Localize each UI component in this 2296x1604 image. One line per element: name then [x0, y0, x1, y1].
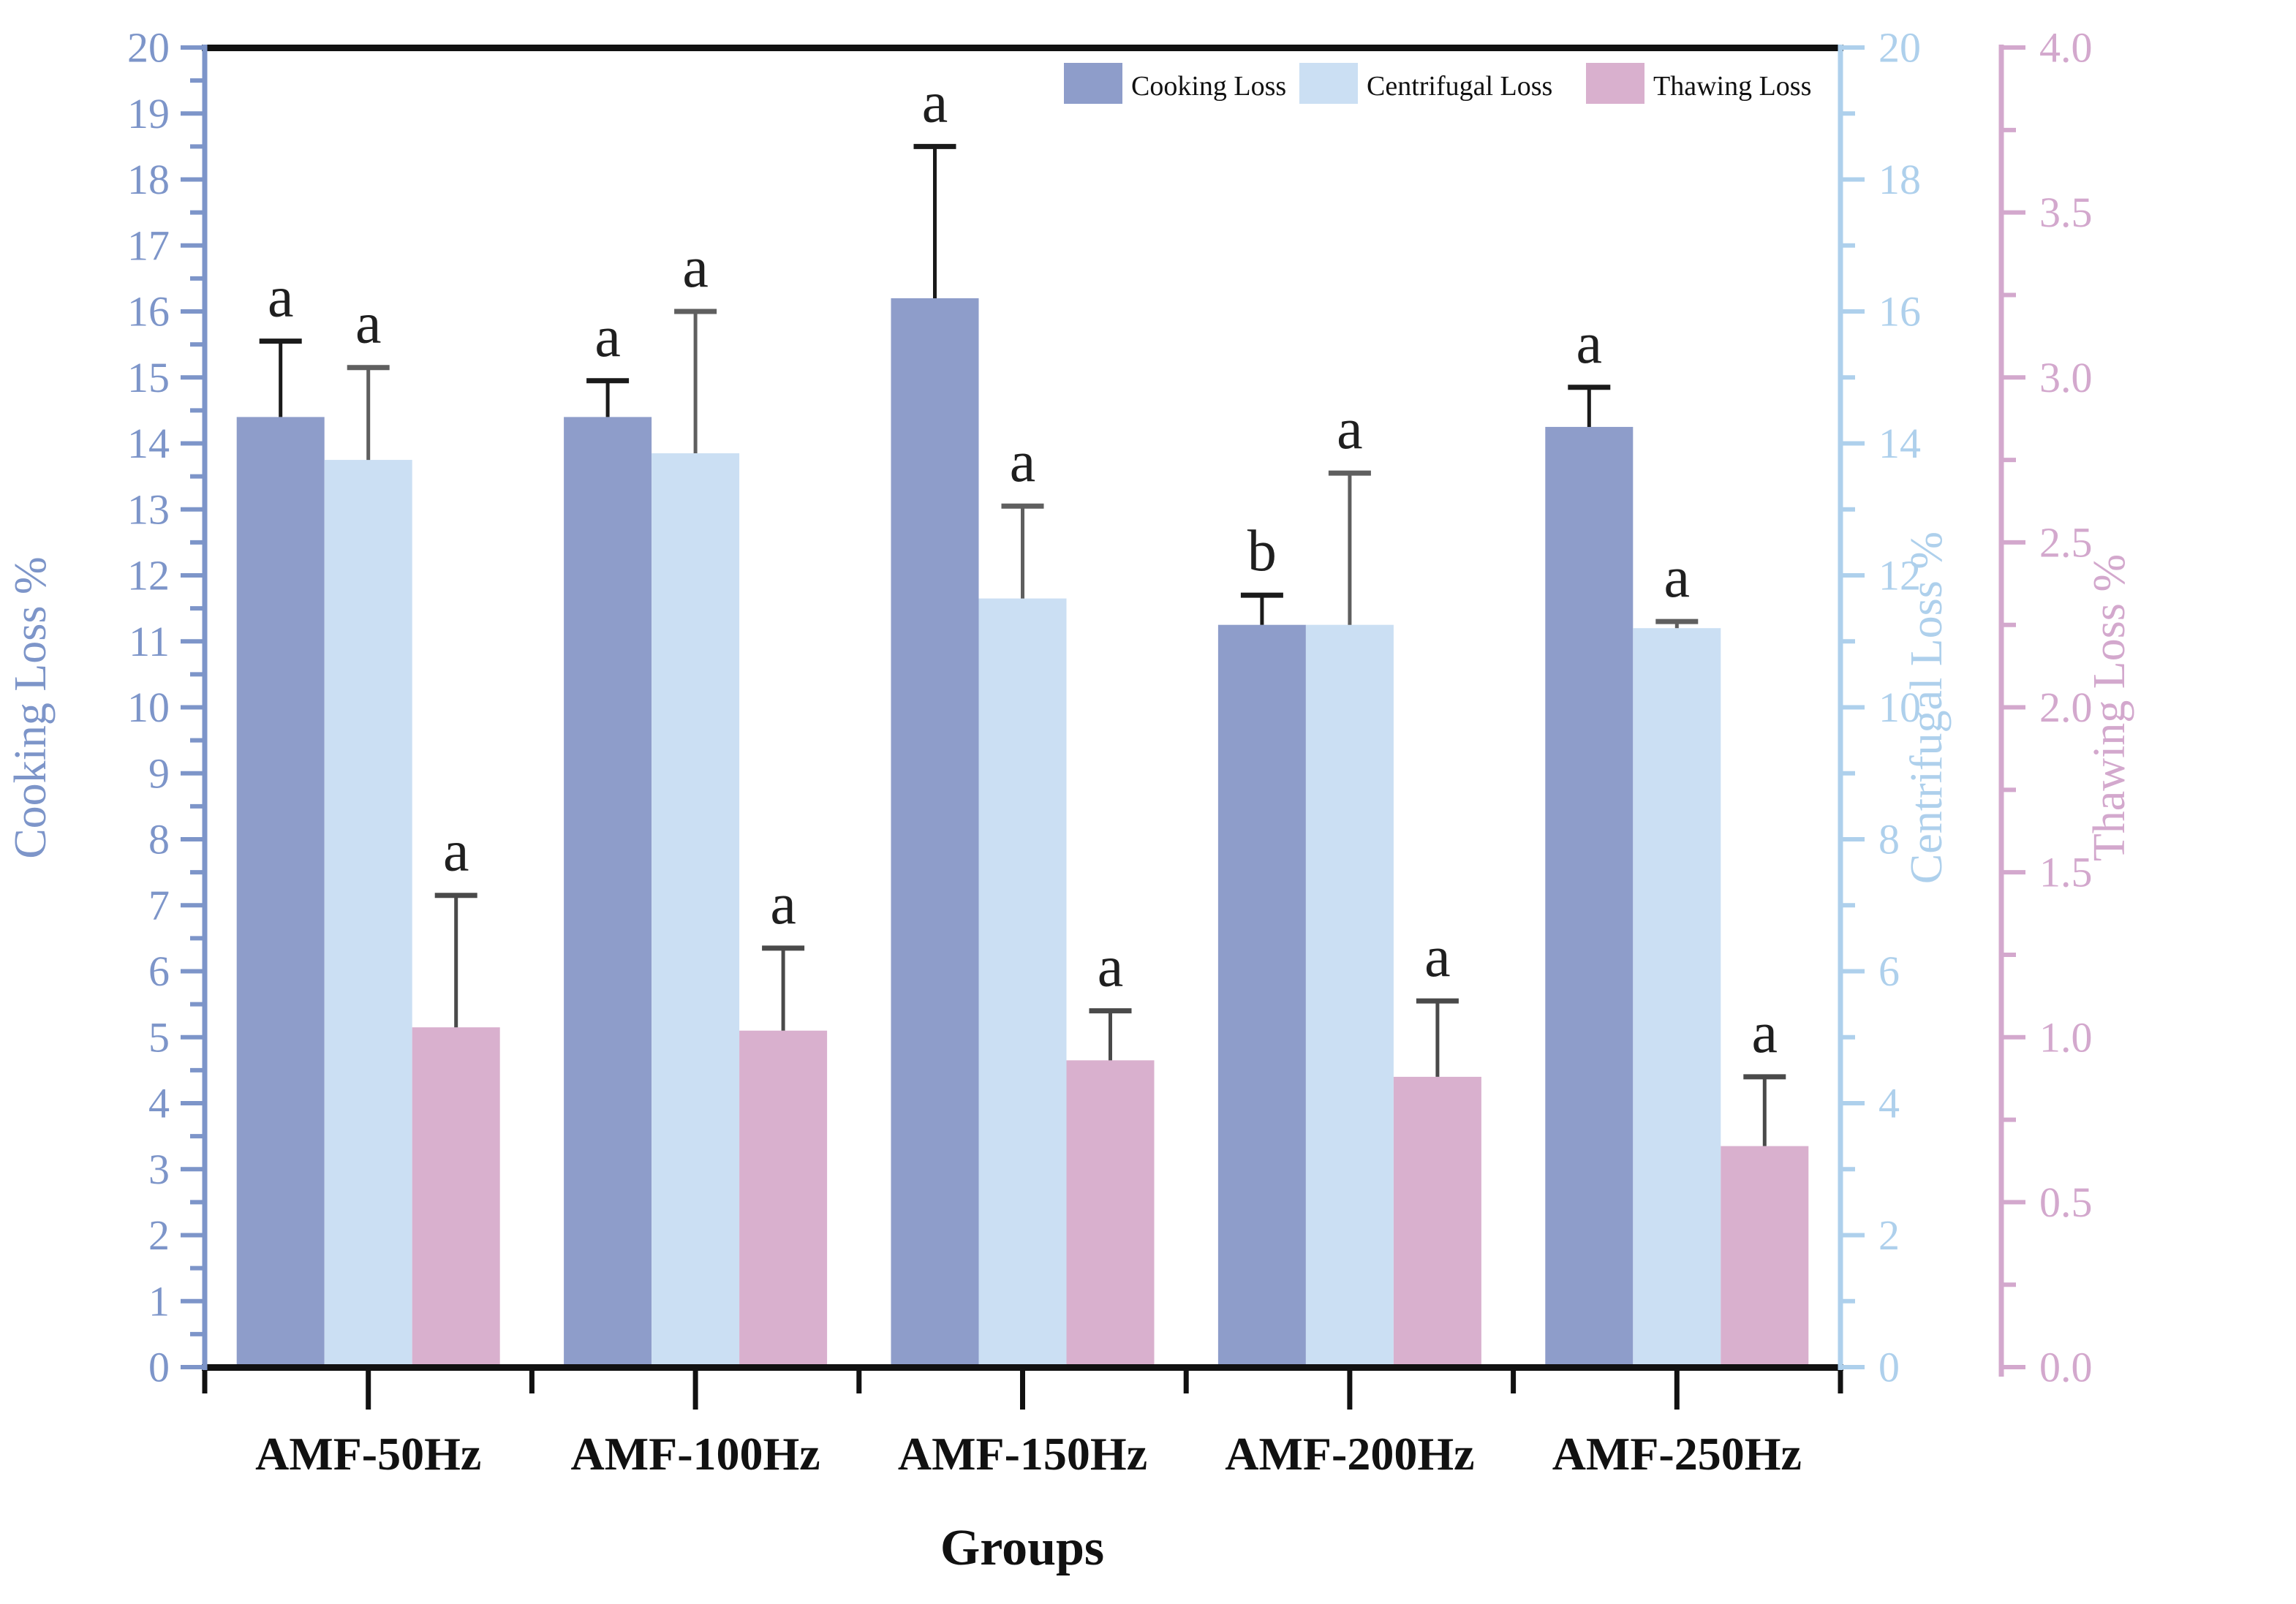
right-outer-axis-tick-label: 1.5 — [2039, 849, 2093, 896]
sig-letter: a — [1576, 311, 1603, 376]
x-axis-title: Groups — [940, 1520, 1104, 1576]
left-axis-tick-label: 20 — [127, 24, 170, 72]
left-axis-tick-label: 9 — [148, 749, 170, 797]
right-inner-axis-tick-label: 14 — [1878, 420, 1921, 467]
right-inner-axis-tick-label: 8 — [1878, 816, 1900, 863]
right-inner-axis-tick-label: 2 — [1878, 1211, 1900, 1259]
left-axis-tick-label: 10 — [127, 684, 170, 731]
sig-letter: a — [1010, 430, 1036, 494]
right-inner-axis-spine — [1838, 45, 1843, 1377]
bar-centrifugal-loss-amf-50hz — [324, 460, 412, 1364]
x-category-label: AMF-100Hz — [570, 1428, 820, 1480]
left-axis-tick-label: 16 — [127, 288, 170, 336]
legend-swatch-thawing-loss — [1586, 63, 1644, 104]
left-axis-tick-label: 2 — [148, 1211, 170, 1259]
right-inner-axis-tick-label: 10 — [1878, 684, 1921, 731]
right-inner-axis-tick-label: 4 — [1878, 1080, 1900, 1127]
sig-letter: a — [922, 70, 948, 135]
sig-letter: a — [1664, 545, 1691, 610]
legend-label-cooking-loss: Cooking Loss — [1131, 71, 1286, 102]
right-inner-axis-tick-label: 0 — [1878, 1344, 1900, 1391]
left-axis-tick-label: 3 — [148, 1146, 170, 1193]
left-axis-spine — [202, 45, 208, 1377]
sig-letter: b — [1247, 519, 1277, 583]
right-inner-axis-tick-label: 6 — [1878, 947, 1900, 995]
sig-letter: a — [1337, 397, 1363, 461]
right-outer-axis-tick-label: 2.5 — [2039, 518, 2093, 566]
sig-letter: a — [268, 265, 294, 330]
right-outer-axis-tick-label: 3.0 — [2039, 354, 2093, 401]
left-axis-tick-label: 4 — [148, 1080, 170, 1127]
bar-cooking-loss-amf-250hz — [1545, 426, 1634, 1364]
sig-letter: a — [1752, 1001, 1778, 1065]
x-category-label: AMF-200Hz — [1225, 1428, 1474, 1480]
left-axis-tick-label: 18 — [127, 156, 170, 203]
right-inner-axis-title: Centrifugal Loss % — [1902, 531, 1952, 884]
left-axis-tick-label: 15 — [127, 354, 170, 401]
legend-swatch-cooking-loss — [1064, 63, 1122, 104]
x-category-label: AMF-150Hz — [898, 1428, 1147, 1480]
bar-cooking-loss-amf-50hz — [236, 417, 325, 1364]
sig-letter: a — [682, 235, 709, 300]
bar-centrifugal-loss-amf-200hz — [1305, 624, 1394, 1364]
bar-centrifugal-loss-amf-150hz — [978, 598, 1067, 1364]
sig-letter: a — [770, 872, 796, 937]
bar-thawing-loss-amf-50hz — [412, 1027, 500, 1364]
bottom-spine — [202, 1364, 1843, 1371]
top-spine — [202, 45, 1843, 51]
x-category-label: AMF-250Hz — [1552, 1428, 1802, 1480]
sig-letter: a — [1098, 935, 1124, 999]
right-outer-axis-tick-label: 0.5 — [2039, 1179, 2093, 1226]
legend-label-thawing-loss: Thawing Loss — [1653, 71, 1811, 102]
left-axis-title: Cooking Loss % — [6, 556, 56, 858]
legend-label-centrifugal-loss: Centrifugal Loss — [1367, 71, 1552, 102]
right-outer-axis-tick-label: 0.0 — [2039, 1344, 2093, 1391]
sig-letter: a — [443, 820, 469, 884]
bar-centrifugal-loss-amf-250hz — [1633, 628, 1721, 1364]
bar-cooking-loss-amf-200hz — [1217, 624, 1306, 1364]
right-outer-axis-tick-label: 4.0 — [2039, 24, 2093, 72]
bar-centrifugal-loss-amf-100hz — [652, 453, 740, 1364]
right-outer-axis-tick-label: 3.5 — [2039, 189, 2093, 236]
bar-cooking-loss-amf-100hz — [564, 417, 652, 1364]
left-axis-tick-label: 11 — [129, 618, 170, 665]
legend-swatch-centrifugal-loss — [1299, 63, 1358, 104]
left-axis-tick-label: 8 — [148, 816, 170, 863]
bar-thawing-loss-amf-250hz — [1721, 1146, 1809, 1364]
right-outer-axis-spine — [1998, 45, 2004, 1377]
right-inner-axis-tick-label: 20 — [1878, 24, 1921, 72]
sig-letter: a — [1424, 925, 1451, 989]
right-outer-axis-tick-label: 1.0 — [2039, 1013, 2093, 1061]
left-axis-tick-label: 5 — [148, 1013, 170, 1061]
sig-letter: a — [355, 292, 382, 356]
left-axis-tick-label: 7 — [148, 882, 170, 929]
right-inner-axis-tick-label: 16 — [1878, 288, 1921, 336]
right-inner-axis-tick-label: 18 — [1878, 156, 1921, 203]
bar-cooking-loss-amf-150hz — [891, 298, 979, 1365]
left-axis-tick-label: 14 — [127, 420, 170, 467]
left-axis-tick-label: 1 — [148, 1277, 170, 1325]
x-category-label: AMF-50Hz — [255, 1428, 481, 1480]
bar-thawing-loss-amf-100hz — [739, 1030, 828, 1364]
right-inner-axis-tick-label: 12 — [1878, 552, 1921, 599]
bar-thawing-loss-amf-150hz — [1066, 1060, 1155, 1364]
right-outer-axis-tick-label: 2.0 — [2039, 684, 2093, 731]
left-axis-tick-label: 6 — [148, 947, 170, 995]
left-axis-tick-label: 12 — [127, 552, 170, 599]
right-outer-axis-title: Thawing Loss % — [2085, 554, 2134, 861]
left-axis-tick-label: 0 — [148, 1344, 170, 1391]
left-axis-tick-label: 13 — [127, 485, 170, 533]
left-axis-tick-label: 17 — [127, 222, 170, 269]
sig-letter: a — [594, 305, 621, 369]
left-axis-tick-label: 19 — [127, 90, 170, 137]
bar-thawing-loss-amf-200hz — [1393, 1076, 1481, 1364]
